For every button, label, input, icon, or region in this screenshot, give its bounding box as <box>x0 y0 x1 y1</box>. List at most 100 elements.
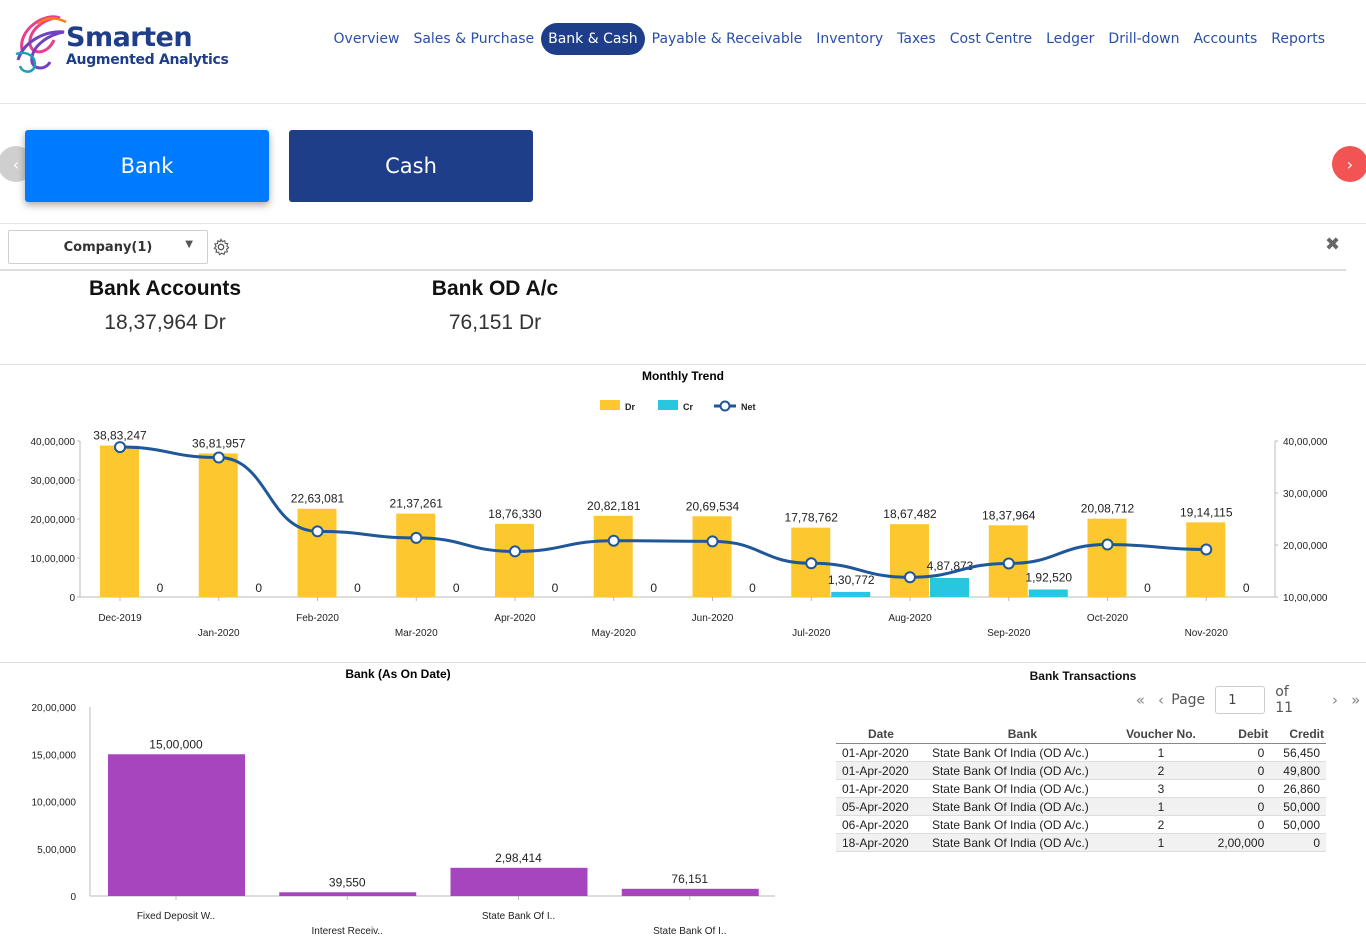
page-input[interactable] <box>1215 686 1266 714</box>
table-cell: 50,000 <box>1283 817 1320 832</box>
column-header[interactable]: Debit <box>1203 725 1271 744</box>
nav-taxes[interactable]: Taxes <box>897 31 936 47</box>
table-row[interactable]: 05-Apr-2020 State Bank Of India (OD A/c.)… <box>836 797 1326 816</box>
nav-ledger[interactable]: Ledger <box>1046 31 1095 47</box>
table-cell: 26,860 <box>1283 781 1320 796</box>
company-dropdown-value: Company(1) <box>63 239 153 255</box>
table-row[interactable]: 01-Apr-2020 State Bank Of India (OD A/c.)… <box>836 780 1326 798</box>
cr-bar[interactable] <box>930 577 969 597</box>
net-point[interactable] <box>1200 543 1213 556</box>
next-page-icon[interactable]: › <box>1332 691 1339 709</box>
net-point[interactable] <box>607 534 620 547</box>
net-point[interactable] <box>311 525 324 538</box>
next-arrow-button[interactable]: › <box>1332 146 1366 182</box>
table-row[interactable]: 01-Apr-2020 State Bank Of India (OD A/c.)… <box>836 744 1326 762</box>
net-point[interactable] <box>509 545 521 558</box>
dr-data-label: 20,82,181 <box>587 499 641 513</box>
table-row[interactable]: 01-Apr-2020 State Bank Of India (OD A/c.)… <box>836 761 1326 780</box>
table-cell: 0 <box>1257 745 1265 760</box>
nav-sales-purchase[interactable]: Sales & Purchase <box>413 31 535 47</box>
nav-drill-down[interactable]: Drill-down <box>1108 31 1180 47</box>
table-cell: 05-Apr-2020 <box>836 797 926 816</box>
nav-payable-receivable[interactable]: Payable & Receivable <box>651 31 803 47</box>
table-cell: 1 <box>1157 745 1165 760</box>
nav-inventory[interactable]: Inventory <box>816 31 884 47</box>
y-tick-label: 0 <box>69 593 75 604</box>
dr-bar[interactable] <box>198 453 238 597</box>
bank-bar[interactable] <box>279 892 417 896</box>
dr-bar[interactable] <box>396 513 436 597</box>
y-tick-label: 10,00,000 <box>31 554 76 565</box>
tab-cash[interactable]: Cash <box>289 130 533 202</box>
table-cell: 2 <box>1118 761 1204 780</box>
bar-data-label: 2,98,414 <box>495 851 542 865</box>
cr-data-label: 1,92,520 <box>1025 570 1072 584</box>
company-dropdown[interactable]: Company(1) ▼ <box>8 230 208 264</box>
column-header[interactable]: Credit <box>1270 725 1326 744</box>
nav-accounts[interactable]: Accounts <box>1193 31 1258 47</box>
table-row[interactable]: 06-Apr-2020 State Bank Of India (OD A/c.)… <box>836 816 1326 834</box>
dr-bar[interactable] <box>593 515 633 597</box>
first-page-icon[interactable]: « <box>1135 691 1145 709</box>
chevron-right-icon: › <box>1346 154 1354 174</box>
table-row[interactable]: 18-Apr-2020 State Bank Of India (OD A/c.)… <box>836 833 1326 852</box>
dr-bar[interactable] <box>1087 518 1127 597</box>
bar-data-label: 15,00,000 <box>149 737 203 751</box>
main-nav: Overview Sales & Purchase Bank & Cash Payab… <box>327 23 1332 55</box>
smarten-logo[interactable]: Smarten Augmented Analytics <box>14 10 254 76</box>
net-point[interactable] <box>706 535 719 548</box>
x-tick-label: Mar-2020 <box>395 628 438 639</box>
bank-as-on-date-chart: Bank (As On Date) 0 5,00,000 10,00,000 15,0… <box>32 667 775 937</box>
table-cell: 01-Apr-2020 <box>836 761 926 780</box>
brand-tagline: Augmented Analytics <box>66 52 229 68</box>
bank-transactions-panel: Bank Transactions « ‹ Page of 11 › » Dat… <box>800 663 1366 944</box>
bank-bar[interactable] <box>108 754 245 896</box>
y2-tick-label: 20,00,000 <box>1283 541 1328 552</box>
net-point[interactable] <box>212 451 225 464</box>
table-cell: 0 <box>1203 797 1271 816</box>
column-header[interactable]: Bank <box>925 725 1119 744</box>
cr-data-label: 0 <box>552 581 559 595</box>
nav-cost-centre[interactable]: Cost Centre <box>949 31 1033 47</box>
x-tick-label: Oct-2020 <box>1087 613 1129 624</box>
cr-data-label: 0 <box>749 581 756 595</box>
cr-bar[interactable] <box>831 591 871 597</box>
nav-bank-cash[interactable]: Bank & Cash <box>541 23 645 55</box>
x-tick-label: Jun-2020 <box>692 613 734 624</box>
net-point[interactable] <box>904 571 916 584</box>
nav-reports[interactable]: Reports <box>1271 31 1325 47</box>
net-point[interactable] <box>410 531 423 544</box>
tab-bank[interactable]: Bank <box>25 130 269 202</box>
dr-data-label: 38,83,247 <box>93 429 147 443</box>
nav-overview[interactable]: Overview <box>333 31 400 47</box>
dr-data-label: 19,14,115 <box>1180 505 1233 519</box>
dr-bar[interactable] <box>297 508 337 597</box>
dr-bar[interactable] <box>890 524 929 597</box>
x-tick-label: Nov-2020 <box>1185 628 1229 639</box>
dr-bar[interactable] <box>692 516 732 597</box>
last-page-icon[interactable]: » <box>1351 691 1361 709</box>
bank-bar[interactable] <box>450 867 588 896</box>
prev-page-icon[interactable]: ‹ <box>1157 691 1164 709</box>
cr-bar[interactable] <box>1028 589 1068 597</box>
logo-swirl-icon <box>15 15 67 73</box>
column-header[interactable]: Date <box>836 725 926 744</box>
dr-bar[interactable] <box>1186 522 1226 597</box>
chart-legend: Dr Cr Net <box>600 400 756 412</box>
net-point[interactable] <box>1101 538 1114 551</box>
dr-bar[interactable] <box>495 523 534 597</box>
kpi-bank-od[interactable]: Bank OD A/c 76,151 Dr <box>408 277 582 335</box>
net-point[interactable] <box>1002 557 1015 570</box>
close-icon[interactable]: ✖ <box>1325 234 1341 255</box>
table-cell: 0 <box>1270 833 1326 852</box>
net-point[interactable] <box>805 557 818 570</box>
gear-icon[interactable] <box>212 238 230 256</box>
dr-bar[interactable] <box>100 445 139 597</box>
bank-bar[interactable] <box>621 888 759 896</box>
y-tick-label: 20,00,000 <box>32 703 77 714</box>
filter-row: Company(1) ▼ ✖ <box>0 224 1366 270</box>
legend-swatch <box>658 400 678 410</box>
net-point[interactable] <box>114 441 126 454</box>
column-header[interactable]: Voucher No. <box>1118 725 1204 744</box>
kpi-bank-accounts[interactable]: Bank Accounts 18,37,964 Dr <box>64 277 266 335</box>
